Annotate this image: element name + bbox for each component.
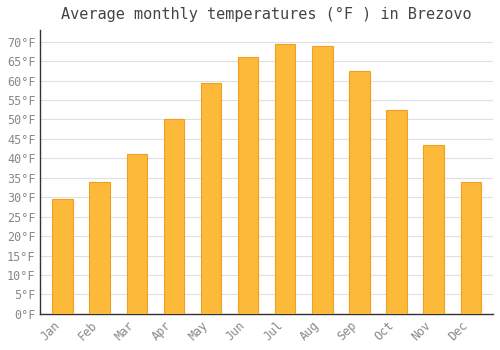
Title: Average monthly temperatures (°F ) in Brezovo: Average monthly temperatures (°F ) in Br… xyxy=(62,7,472,22)
Bar xyxy=(275,44,295,314)
Bar xyxy=(126,154,147,314)
Bar xyxy=(164,119,184,314)
Bar xyxy=(90,182,110,314)
Bar xyxy=(201,83,221,314)
Bar xyxy=(424,145,444,314)
Bar xyxy=(238,57,258,314)
Bar xyxy=(52,199,73,314)
Bar xyxy=(460,182,481,314)
Bar xyxy=(386,110,407,314)
Bar xyxy=(312,46,332,314)
Bar xyxy=(350,71,370,314)
